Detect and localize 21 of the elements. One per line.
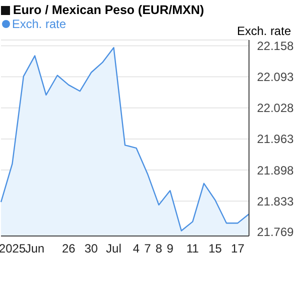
x-tick-label: 15 bbox=[208, 242, 222, 256]
y-axis-title: Exch. rate bbox=[236, 24, 291, 38]
x-tick-label: 8 bbox=[155, 242, 162, 256]
y-tick-label: 21.898 bbox=[257, 163, 294, 178]
y-tick-label: 22.158 bbox=[257, 38, 294, 53]
x-tick-label: 17 bbox=[231, 242, 245, 256]
x-tick-label: 11 bbox=[186, 242, 200, 256]
x-tick-label: 9 bbox=[166, 242, 174, 256]
y-tick-label: 21.963 bbox=[257, 132, 294, 146]
x-tick-label: 30 bbox=[84, 242, 98, 256]
y-tick-label: 21.769 bbox=[257, 224, 294, 239]
x-tick-label: Jun bbox=[25, 242, 44, 256]
x-tick-label: 7 bbox=[144, 242, 152, 256]
legend-label: Exch. rate bbox=[12, 17, 66, 31]
y-tick-label: 21.833 bbox=[257, 194, 294, 208]
x-tick-label: Jul bbox=[106, 242, 122, 256]
y-tick-label: 22.093 bbox=[257, 70, 294, 84]
x-tick-label: 4 bbox=[132, 242, 140, 256]
chart-title: Euro / Mexican Peso (EUR/MXN) bbox=[13, 3, 204, 17]
x-tick-label: 26 bbox=[62, 242, 76, 256]
y-tick-label: 22.028 bbox=[257, 101, 294, 116]
